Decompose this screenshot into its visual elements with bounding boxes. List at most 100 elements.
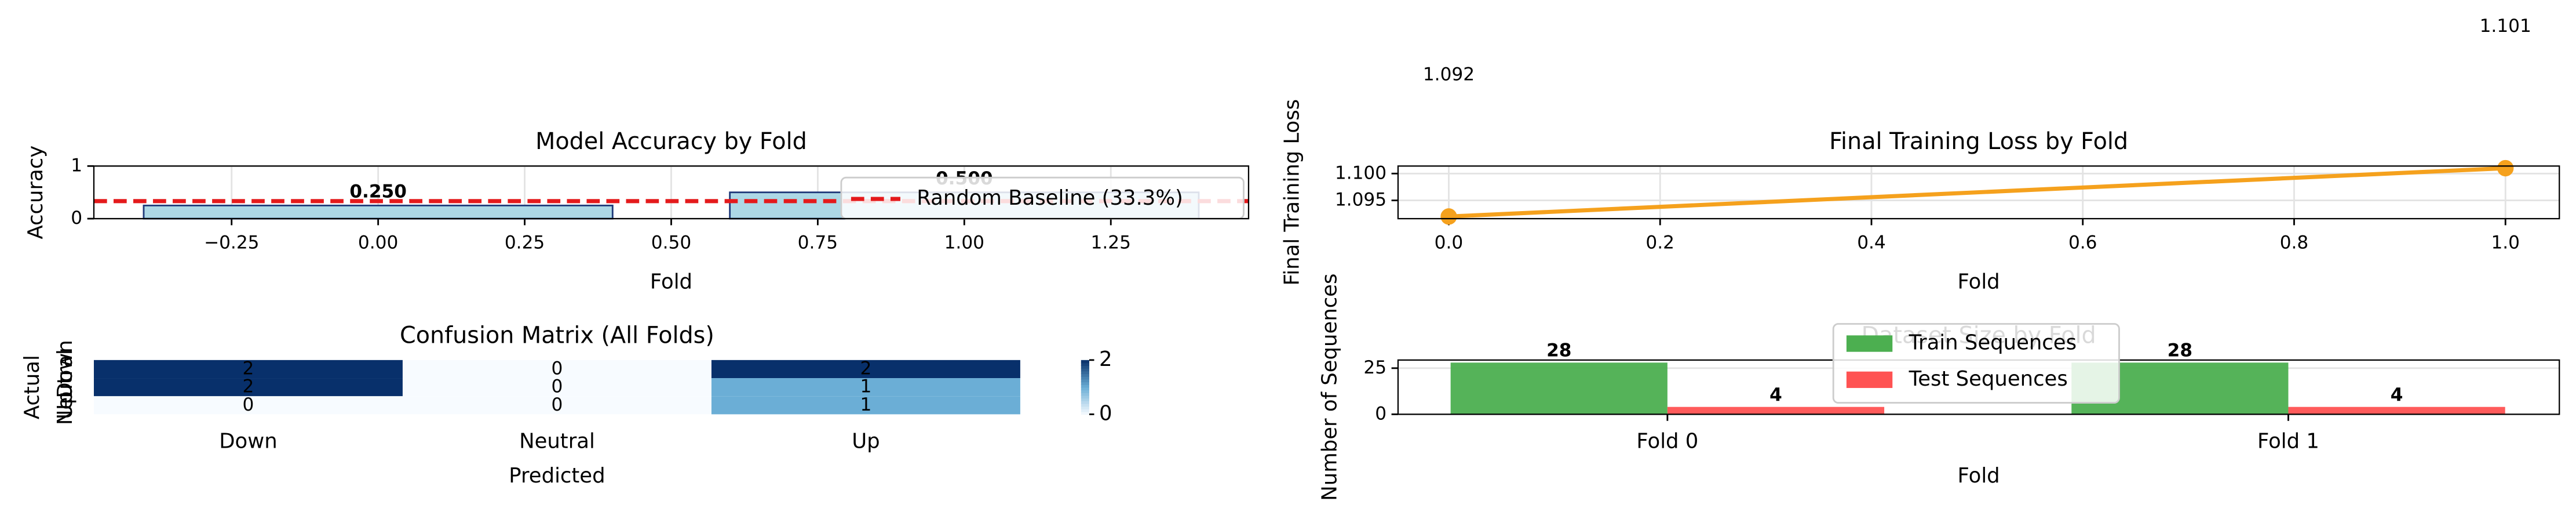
value-label: 4 [1769,384,1782,405]
colorbar-step [1081,395,1089,399]
y-axis-label: Number of Sequences [1318,274,1342,501]
cell [93,396,403,415]
colorbar-step [1081,368,1089,372]
bar [1667,407,1885,415]
y-tick-label: Neutral [53,349,77,425]
axes-frame [93,165,1250,220]
colorbar-label: 2 [1099,347,1112,371]
chart-title: Model Accuracy by Fold [535,128,807,155]
cell [402,360,711,379]
x-tick-label: −0.25 [204,233,260,253]
x-tick-label: Up [852,430,880,453]
value-label: 1.101 [2480,16,2531,37]
x-tick-label: 1.25 [1091,233,1131,253]
colorbar-step [1081,401,1089,404]
y-tick-label: 25 [1363,357,1386,378]
colorbar-step [1081,362,1089,367]
x-tick-label: 0.4 [1857,233,1886,253]
colorbar-step [1081,384,1089,388]
y-tick-label: 1.100 [1335,162,1386,183]
cell-label: 2 [860,358,871,379]
cell [93,360,403,379]
legend-label: Train Sequences [1909,331,2077,355]
cell [402,378,711,397]
x-tick-label: 1.0 [2491,233,2520,253]
value-label: 4 [2391,384,2403,405]
x-tick-label: Down [219,430,277,453]
x-tick-label: 0.8 [2280,233,2309,253]
y-tick-label: Up [53,391,77,419]
x-tick-label: 0.75 [798,233,838,253]
colorbar-step [1081,379,1089,383]
cell [711,360,1020,379]
y-tick-label: 0 [71,208,82,228]
x-tick-label: Fold 1 [2257,430,2319,453]
x-axis-label: Fold [1958,464,2000,488]
y-axis-label: Accuracy [24,146,48,240]
legend-swatch [1846,371,1893,389]
colorbar-step [1081,411,1089,415]
colorbar-step [1081,387,1089,391]
x-axis-label: Fold [1958,270,2000,294]
x-tick-label: 1.00 [944,233,984,253]
bar [143,204,614,220]
axes-frame [1397,165,2560,220]
cell [711,396,1020,415]
colorbar-step [1081,382,1089,385]
cell-label: 1 [860,376,871,397]
colorbar-step [1081,406,1089,409]
value-label: 28 [2168,340,2192,361]
cell-label: 1 [860,394,871,415]
legend-label: Test Sequences [1909,367,2068,391]
y-axis-label: Actual [20,355,44,419]
colorbar-step [1081,360,1089,364]
x-axis-label: Predicted [509,464,605,488]
cell-label: 0 [243,394,254,415]
y-axis-label: Final Training Loss [1280,99,1304,286]
cell-label: 0 [552,376,563,397]
x-tick-label: 0.50 [651,233,691,253]
cell [402,396,711,415]
legend-swatch [1846,335,1893,352]
x-tick-label: 0.25 [505,233,545,253]
value-label: 0.250 [349,182,407,202]
x-tick-label: 0.6 [2068,233,2097,253]
chart-title: Final Training Loss by Fold [1829,128,2128,155]
colorbar-step [1081,365,1089,369]
colorbar-label: 0 [1099,401,1112,425]
colorbar-step [1081,371,1089,375]
cell-label: 0 [552,358,563,379]
colorbar-step [1081,403,1089,407]
point [1440,208,1457,225]
x-tick-label: 0.0 [1435,233,1464,253]
cell-label: 2 [243,376,254,397]
cell-label: 2 [243,358,254,379]
legend-label: Random Baseline (33.3%) [917,186,1183,210]
x-tick-label: 0.2 [1645,233,1674,253]
cell-label: 0 [552,394,563,415]
cell [93,378,403,397]
y-tick-label: 1 [71,155,82,176]
y-tick-label: Down [53,340,77,398]
legend-box [1832,323,2120,404]
cell [711,378,1020,397]
bar [1450,362,1668,415]
value-label: 28 [1546,340,1571,361]
colorbar-step [1081,373,1089,377]
x-tick-label: 0.00 [358,233,398,253]
y-tick-label: 1.095 [1335,190,1386,211]
colorbar-step [1081,376,1089,380]
value-label: 1.092 [1423,64,1475,85]
point [2497,159,2514,177]
colorbar-step [1081,390,1089,393]
colorbar-step [1081,398,1089,401]
x-tick-label: Fold 0 [1636,430,1698,453]
chart-title: Confusion Matrix (All Folds) [400,322,714,349]
bar [2288,407,2505,415]
y-tick-label: 0 [1375,403,1386,424]
x-axis-label: Fold [650,270,692,294]
x-tick-label: Neutral [519,430,595,453]
colorbar-step [1081,409,1089,412]
